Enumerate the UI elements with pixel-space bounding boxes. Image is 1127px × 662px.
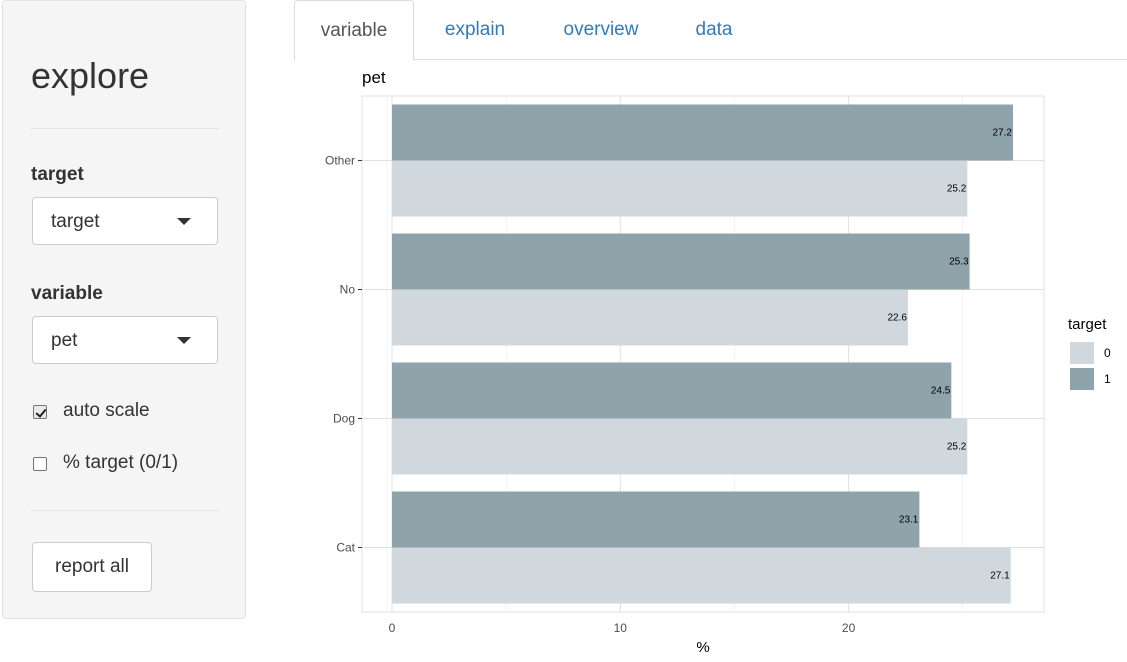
auto-scale-label: auto scale	[63, 400, 150, 421]
bar-target-1-other	[392, 104, 1013, 161]
legend-title: target	[1068, 316, 1107, 333]
bar-value-label: 27.1	[990, 571, 1010, 582]
y-tick-label: Other	[325, 154, 355, 168]
pct-target-checkbox[interactable]	[33, 457, 47, 471]
y-tick-label: Dog	[333, 412, 355, 426]
tab-explain[interactable]: explain	[444, 19, 506, 40]
bar-target-1-dog	[392, 362, 952, 419]
variable-label: variable	[31, 283, 103, 304]
y-tick-label: No	[340, 283, 356, 297]
bar-target-1-no	[392, 233, 970, 290]
bar-value-label: 25.3	[949, 257, 969, 268]
bar-target-1-cat	[392, 491, 920, 548]
x-tick-label: 0	[389, 621, 396, 635]
bar-target-0-cat	[392, 547, 1011, 604]
x-tick-label: 10	[614, 621, 628, 635]
checkmark-icon	[35, 406, 47, 418]
tab-variable[interactable]: variable	[294, 0, 414, 61]
bar-target-0-dog	[392, 418, 968, 475]
variable-select-value: pet	[51, 330, 78, 351]
bar-value-label: 25.2	[947, 442, 967, 453]
sidebar-divider	[31, 128, 219, 129]
bar-value-label: 27.2	[993, 128, 1013, 139]
caret-down-icon	[177, 337, 191, 344]
sidebar-panel: explore target target variable pet auto …	[2, 0, 246, 619]
bar-value-label: 24.5	[931, 386, 951, 397]
app-title: explore	[31, 55, 150, 96]
legend-swatch-1	[1070, 368, 1094, 390]
x-axis-label: %	[696, 639, 709, 656]
sidebar-divider	[31, 510, 219, 511]
x-tick-label: 20	[842, 621, 856, 635]
target-select[interactable]: target	[32, 197, 218, 245]
bar-value-label: 25.2	[947, 184, 967, 195]
legend-swatch-0	[1070, 342, 1094, 364]
tab-overview[interactable]: overview	[563, 19, 639, 40]
legend-label: 1	[1104, 372, 1111, 386]
auto-scale-checkbox[interactable]	[33, 405, 47, 419]
y-tick-label: Cat	[336, 541, 355, 555]
tab-data[interactable]: data	[695, 19, 733, 40]
bar-target-0-other	[392, 160, 968, 217]
legend-label: 0	[1104, 346, 1111, 360]
caret-down-icon	[177, 218, 191, 225]
bar-target-0-no	[392, 289, 908, 346]
bar-value-label: 23.1	[899, 515, 919, 526]
bar-value-label: 22.6	[887, 313, 907, 324]
chart-title: pet	[362, 68, 386, 87]
tab-bar-border	[294, 59, 1127, 60]
target-select-value: target	[51, 211, 100, 232]
pct-target-label: % target (0/1)	[63, 452, 179, 473]
variable-select[interactable]: pet	[32, 316, 218, 364]
tab-bar: variable explain overview data	[294, 0, 1127, 61]
target-label: target	[31, 164, 84, 185]
bar-chart: 0 10 20Other27.225.2No25.322.6Dog24.525.2C…	[325, 68, 1111, 656]
report-all-button[interactable]: report all	[32, 542, 152, 592]
